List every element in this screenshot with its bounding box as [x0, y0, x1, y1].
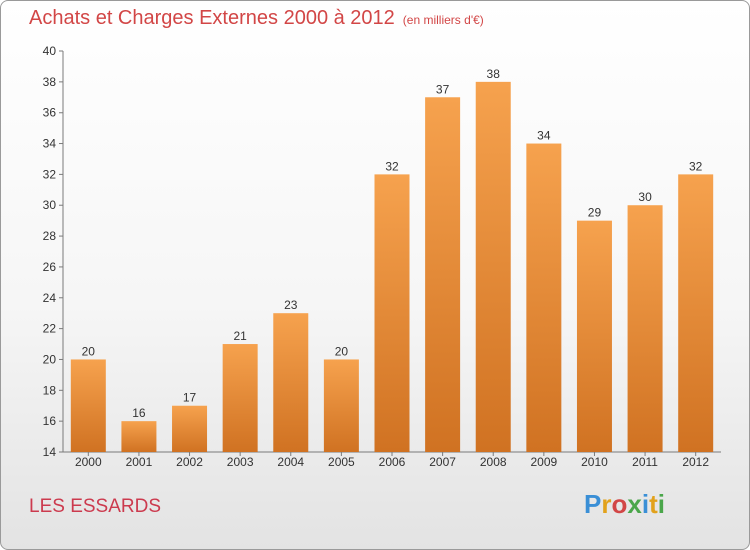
- y-tick-label: 26: [43, 260, 57, 274]
- y-tick-label: 24: [43, 291, 57, 305]
- data-label: 20: [335, 344, 349, 358]
- data-label: 21: [233, 329, 247, 343]
- chart-title: Achats et Charges Externes 2000 à 2012 (e…: [29, 7, 484, 30]
- x-tick-label: 2004: [277, 455, 304, 469]
- x-tick-label: 2009: [530, 455, 557, 469]
- y-tick-label: 40: [43, 44, 57, 58]
- x-tick-label: 2007: [429, 455, 456, 469]
- x-tick-label: 2003: [227, 455, 254, 469]
- data-label: 37: [436, 82, 450, 96]
- data-label: 20: [82, 344, 96, 358]
- bar-2011: [627, 205, 663, 452]
- y-tick-label: 34: [43, 137, 57, 151]
- data-label: 17: [183, 391, 197, 405]
- bar-2000: [70, 359, 106, 452]
- y-tick-label: 18: [43, 383, 57, 397]
- x-tick-label: 2010: [581, 455, 608, 469]
- y-tick-label: 30: [43, 198, 57, 212]
- x-tick-label: 2011: [632, 455, 658, 469]
- x-tick-label: 2006: [379, 455, 406, 469]
- proxiti-logo: Proxiti: [584, 489, 665, 519]
- data-label: 30: [638, 190, 652, 204]
- bar-2003: [222, 344, 258, 452]
- bar-2004: [273, 313, 309, 452]
- data-label: 16: [132, 406, 146, 420]
- commune-name: LES ESSARDS: [29, 496, 161, 517]
- title-text: Achats et Charges Externes 2000 à 2012: [29, 7, 395, 29]
- x-tick-label: 2001: [126, 455, 153, 469]
- data-label: 32: [385, 159, 399, 173]
- bar-2002: [172, 405, 208, 452]
- x-tick-label: 2005: [328, 455, 355, 469]
- y-tick-label: 16: [43, 414, 57, 428]
- y-tick-label: 32: [43, 167, 57, 181]
- x-tick-label: 2012: [682, 455, 709, 469]
- bar-2010: [576, 220, 612, 452]
- bar-2006: [374, 174, 410, 452]
- bar-2012: [678, 174, 714, 452]
- data-label: 34: [537, 129, 551, 143]
- x-tick-label: 2000: [75, 455, 102, 469]
- bar-2007: [425, 97, 461, 453]
- data-label: 32: [689, 159, 703, 173]
- y-tick-label: 36: [43, 106, 57, 120]
- y-tick-label: 14: [43, 445, 57, 459]
- data-label: 23: [284, 298, 298, 312]
- data-label: 38: [487, 67, 501, 81]
- bar-2001: [121, 421, 157, 452]
- bar-2005: [323, 359, 359, 452]
- y-tick-label: 38: [43, 75, 57, 89]
- y-tick-label: 28: [43, 229, 57, 243]
- y-tick-label: 20: [43, 352, 57, 366]
- bar-2008: [475, 81, 511, 452]
- x-tick-label: 2008: [480, 455, 507, 469]
- y-tick-label: 22: [43, 322, 57, 336]
- chart-subtitle: (en milliers d'€): [402, 13, 484, 27]
- data-label: 29: [588, 206, 602, 220]
- x-tick-label: 2002: [176, 455, 203, 469]
- bar-2009: [526, 143, 562, 453]
